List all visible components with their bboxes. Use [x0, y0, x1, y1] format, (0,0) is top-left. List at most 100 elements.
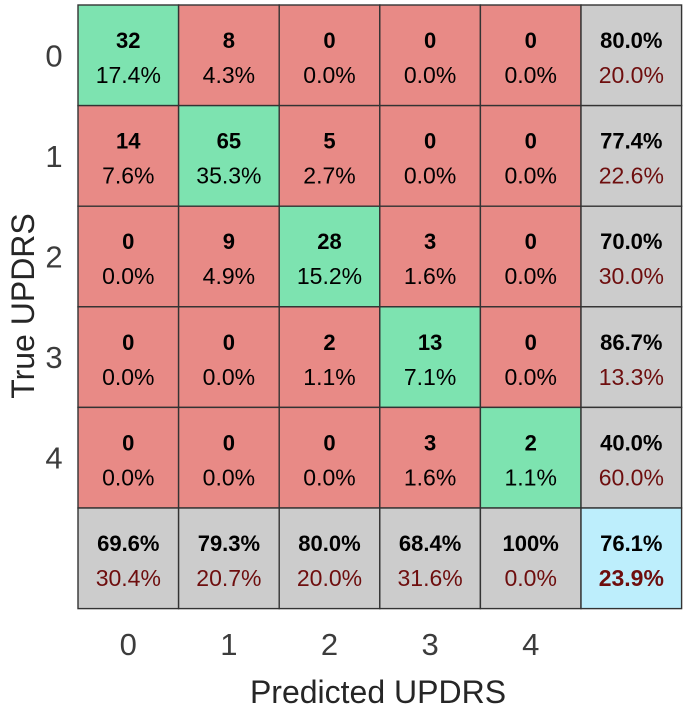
cell-percent: 0.0%	[504, 364, 556, 390]
cell-count: 2	[323, 330, 335, 355]
matrix-cell	[278, 205, 381, 308]
column-summary-cell	[177, 507, 280, 610]
cell-count: 32	[116, 28, 140, 53]
row-summary-cell	[580, 205, 683, 308]
cell-count: 0	[223, 330, 235, 355]
overall-correct: 76.1%	[600, 531, 662, 556]
matrix-cell	[177, 205, 280, 308]
cell-count: 0	[223, 430, 235, 455]
cell-percent: 0.0%	[102, 464, 154, 490]
matrix-cell	[77, 406, 180, 509]
column-summary-correct: 80.0%	[298, 531, 360, 556]
cell-percent: 0.0%	[203, 364, 255, 390]
matrix-cell	[278, 104, 381, 207]
matrix-cell-labels: 3217.4%84.3%00.0%00.0%00.0%147.6%6535.3%…	[96, 28, 664, 591]
matrix-cell	[77, 104, 180, 207]
row-summary-cell	[580, 4, 683, 107]
cell-percent: 0.0%	[102, 263, 154, 289]
axis-ticks: 0 0 1 1 2 2 3 3 4 4	[45, 38, 539, 662]
x-tick-label: 4	[522, 627, 539, 662]
column-summary-correct: 68.4%	[399, 531, 461, 556]
matrix-cell	[379, 406, 482, 509]
x-tick-label: 1	[220, 627, 237, 662]
cell-percent: 7.1%	[404, 364, 456, 390]
row-summary-incorrect: 60.0%	[599, 464, 664, 490]
cell-percent: 15.2%	[297, 263, 362, 289]
cell-percent: 7.6%	[102, 163, 154, 189]
row-summary-correct: 80.0%	[600, 28, 662, 53]
column-summary-cell	[278, 507, 381, 610]
y-tick-label: 3	[45, 340, 62, 375]
cell-percent: 0.0%	[504, 62, 556, 88]
matrix-cell	[278, 406, 381, 509]
cell-count: 14	[116, 129, 141, 154]
cell-count: 9	[223, 229, 235, 254]
x-tick-label: 2	[321, 627, 338, 662]
cell-percent: 2.7%	[303, 163, 355, 189]
cell-percent: 4.3%	[203, 62, 255, 88]
column-summary-correct: 100%	[503, 531, 559, 556]
cell-percent: 0.0%	[102, 364, 154, 390]
matrix-cell	[479, 104, 582, 207]
y-tick-label: 2	[45, 240, 62, 275]
row-summary-cell	[580, 406, 683, 509]
row-summary-cell	[580, 306, 683, 409]
matrix-cell	[77, 306, 180, 409]
cell-percent: 0.0%	[404, 62, 456, 88]
cell-count: 3	[424, 430, 436, 455]
matrix-cell	[77, 4, 180, 107]
row-summary-correct: 86.7%	[600, 330, 662, 355]
column-summary-correct: 79.3%	[198, 531, 260, 556]
y-tick-label: 4	[45, 441, 62, 476]
row-summary-incorrect: 13.3%	[599, 364, 664, 390]
matrix-cell	[177, 306, 280, 409]
cell-count: 0	[323, 28, 335, 53]
cell-percent: 0.0%	[504, 263, 556, 289]
cell-count: 2	[525, 430, 537, 455]
cell-count: 0	[424, 28, 436, 53]
cell-percent: 0.0%	[404, 163, 456, 189]
y-axis-label: True UPDRS	[5, 213, 41, 399]
matrix-cell	[479, 4, 582, 107]
column-summary-cell	[379, 507, 482, 610]
column-summary-incorrect: 31.6%	[397, 565, 462, 591]
cell-count: 0	[122, 430, 134, 455]
row-summary-incorrect: 20.0%	[599, 62, 664, 88]
cell-percent: 17.4%	[96, 62, 161, 88]
matrix-cell	[479, 205, 582, 308]
cell-percent: 1.6%	[404, 263, 456, 289]
column-summary-incorrect: 20.0%	[297, 565, 362, 591]
matrix-cell	[379, 306, 482, 409]
matrix-cell	[77, 205, 180, 308]
x-tick-label: 0	[120, 627, 137, 662]
matrix-cells	[77, 4, 683, 610]
column-summary-incorrect: 20.7%	[196, 565, 261, 591]
cell-count: 0	[525, 28, 537, 53]
matrix-cell	[177, 406, 280, 509]
cell-count: 0	[323, 430, 335, 455]
column-summary-incorrect: 30.4%	[96, 565, 161, 591]
cell-count: 28	[317, 229, 341, 254]
x-axis-label: Predicted UPDRS	[250, 674, 506, 709]
cell-count: 5	[323, 129, 335, 154]
matrix-cell	[479, 406, 582, 509]
row-summary-correct: 70.0%	[600, 229, 662, 254]
column-summary-correct: 69.6%	[97, 531, 159, 556]
row-summary-cell	[580, 104, 683, 207]
cell-percent: 0.0%	[303, 464, 355, 490]
cell-count: 13	[418, 330, 442, 355]
cell-percent: 1.6%	[404, 464, 456, 490]
cell-count: 65	[217, 129, 241, 154]
matrix-cell	[177, 4, 280, 107]
matrix-cell	[379, 4, 482, 107]
cell-count: 3	[424, 229, 436, 254]
cell-count: 8	[223, 28, 235, 53]
cell-percent: 4.9%	[203, 263, 255, 289]
matrix-cell	[278, 4, 381, 107]
matrix-cell	[177, 104, 280, 207]
cell-count: 0	[525, 229, 537, 254]
matrix-cell	[379, 205, 482, 308]
column-summary-cell	[77, 507, 180, 610]
cell-percent: 0.0%	[504, 163, 556, 189]
